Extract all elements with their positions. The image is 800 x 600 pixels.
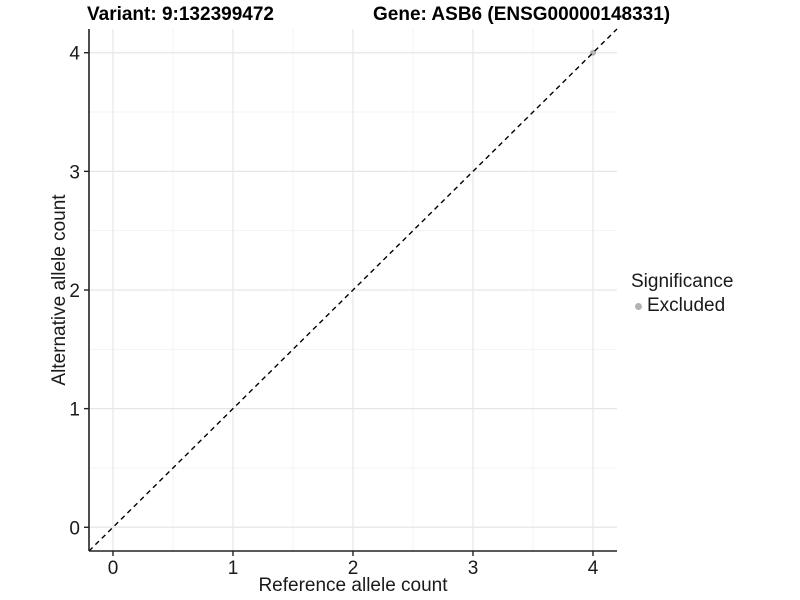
x-axis-title: Reference allele count: [258, 575, 448, 596]
x-tick-label: 1: [228, 558, 239, 579]
y-tick-label: 3: [69, 162, 80, 183]
x-tick-label: 2: [348, 558, 359, 579]
legend-title: Significance: [631, 271, 734, 292]
identity-line: [88, 28, 618, 552]
x-tick-label: 0: [108, 558, 119, 579]
plot-title-gene: Gene: ASB6 (ENSG00000148331): [373, 4, 671, 25]
plot-title-variant: Variant: 9:132399472: [87, 4, 274, 25]
legend-item-label: Excluded: [647, 295, 726, 316]
legend-item-excluded: Excluded: [631, 295, 733, 317]
y-tick-label: 0: [69, 518, 80, 539]
legend: Significance Excluded: [631, 271, 733, 317]
y-tick-label: 1: [69, 400, 80, 421]
x-tick-label: 4: [588, 558, 599, 579]
x-tick-label: 3: [468, 558, 479, 579]
y-tick-label: 4: [69, 44, 80, 65]
y-tick-label: 2: [69, 281, 80, 302]
legend-point-icon: [635, 302, 642, 310]
